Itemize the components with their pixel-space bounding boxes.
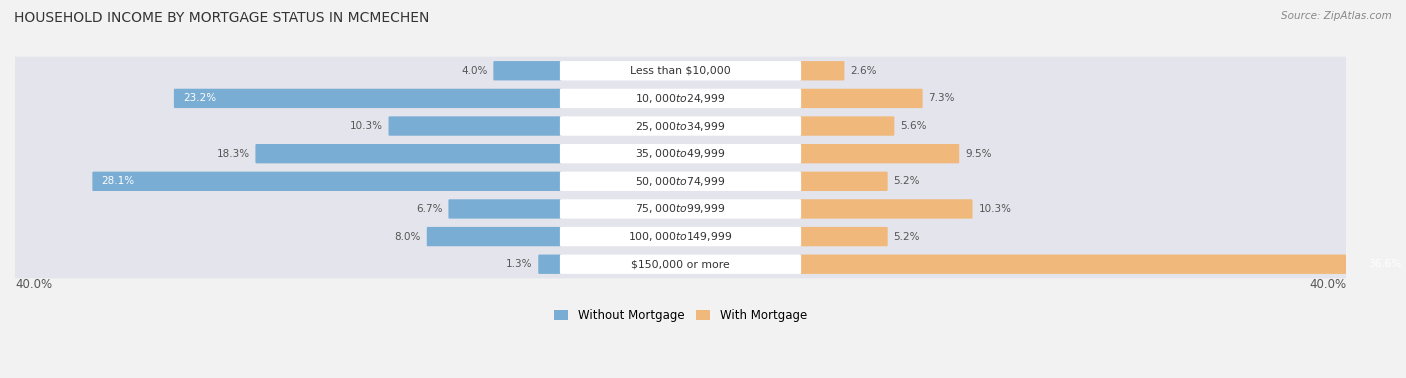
Legend: Without Mortgage, With Mortgage: Without Mortgage, With Mortgage	[550, 304, 811, 327]
FancyBboxPatch shape	[560, 116, 801, 136]
Text: 5.6%: 5.6%	[900, 121, 927, 131]
FancyBboxPatch shape	[800, 227, 887, 246]
FancyBboxPatch shape	[388, 116, 561, 136]
Text: 1.3%: 1.3%	[506, 259, 533, 269]
FancyBboxPatch shape	[560, 61, 801, 81]
Text: HOUSEHOLD INCOME BY MORTGAGE STATUS IN MCMECHEN: HOUSEHOLD INCOME BY MORTGAGE STATUS IN M…	[14, 11, 429, 25]
Text: Less than $10,000: Less than $10,000	[630, 66, 731, 76]
FancyBboxPatch shape	[14, 250, 1347, 278]
Text: $10,000 to $24,999: $10,000 to $24,999	[636, 92, 725, 105]
Text: 28.1%: 28.1%	[101, 176, 135, 186]
FancyBboxPatch shape	[14, 84, 1347, 113]
FancyBboxPatch shape	[800, 61, 845, 81]
FancyBboxPatch shape	[560, 144, 801, 163]
FancyBboxPatch shape	[560, 89, 801, 108]
FancyBboxPatch shape	[800, 116, 894, 136]
Text: $50,000 to $74,999: $50,000 to $74,999	[636, 175, 725, 188]
FancyBboxPatch shape	[93, 172, 561, 191]
FancyBboxPatch shape	[427, 227, 561, 246]
FancyBboxPatch shape	[14, 139, 1347, 168]
Text: $75,000 to $99,999: $75,000 to $99,999	[636, 203, 725, 215]
FancyBboxPatch shape	[14, 223, 1347, 251]
FancyBboxPatch shape	[560, 199, 801, 218]
FancyBboxPatch shape	[256, 144, 561, 163]
FancyBboxPatch shape	[560, 254, 801, 274]
FancyBboxPatch shape	[800, 254, 1406, 274]
FancyBboxPatch shape	[14, 112, 1347, 140]
Text: 4.0%: 4.0%	[461, 66, 488, 76]
FancyBboxPatch shape	[800, 144, 959, 163]
Text: 8.0%: 8.0%	[395, 232, 420, 242]
Text: 2.6%: 2.6%	[851, 66, 877, 76]
Text: 10.3%: 10.3%	[979, 204, 1011, 214]
FancyBboxPatch shape	[800, 199, 973, 218]
Text: 23.2%: 23.2%	[183, 93, 217, 104]
FancyBboxPatch shape	[14, 195, 1347, 223]
Text: Source: ZipAtlas.com: Source: ZipAtlas.com	[1281, 11, 1392, 21]
FancyBboxPatch shape	[14, 167, 1347, 195]
Text: 18.3%: 18.3%	[217, 149, 250, 159]
FancyBboxPatch shape	[174, 89, 561, 108]
Text: 10.3%: 10.3%	[350, 121, 382, 131]
Text: $25,000 to $34,999: $25,000 to $34,999	[636, 119, 725, 133]
Text: 5.2%: 5.2%	[893, 232, 920, 242]
FancyBboxPatch shape	[494, 61, 561, 81]
FancyBboxPatch shape	[538, 254, 561, 274]
FancyBboxPatch shape	[560, 172, 801, 191]
Text: 40.0%: 40.0%	[1309, 278, 1346, 291]
Text: $35,000 to $49,999: $35,000 to $49,999	[636, 147, 725, 160]
Text: 36.6%: 36.6%	[1368, 259, 1400, 269]
Text: 9.5%: 9.5%	[965, 149, 991, 159]
FancyBboxPatch shape	[449, 199, 561, 218]
Text: 7.3%: 7.3%	[928, 93, 955, 104]
Text: 5.2%: 5.2%	[893, 176, 920, 186]
Text: 40.0%: 40.0%	[15, 278, 52, 291]
FancyBboxPatch shape	[800, 89, 922, 108]
FancyBboxPatch shape	[14, 57, 1347, 85]
Text: 6.7%: 6.7%	[416, 204, 443, 214]
FancyBboxPatch shape	[560, 227, 801, 246]
Text: $150,000 or more: $150,000 or more	[631, 259, 730, 269]
Text: $100,000 to $149,999: $100,000 to $149,999	[628, 230, 733, 243]
FancyBboxPatch shape	[800, 172, 887, 191]
